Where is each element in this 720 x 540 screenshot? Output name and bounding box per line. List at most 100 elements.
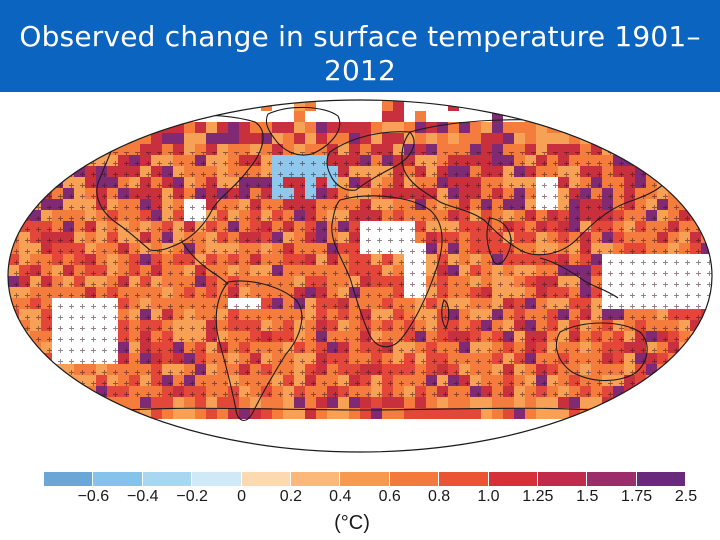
grid-cell [316, 133, 327, 144]
grid-cell [679, 386, 690, 397]
grid-cell [624, 397, 635, 408]
grid-cell [250, 144, 261, 155]
grid-cell [19, 342, 30, 353]
grid-cell [668, 155, 679, 166]
grid-cell [52, 133, 63, 144]
grid-cell [305, 408, 316, 419]
grid-cell [679, 408, 690, 419]
grid-cell [250, 408, 261, 419]
grid-cell [272, 133, 283, 144]
grid-cell [41, 166, 52, 177]
grid-cell [239, 122, 250, 133]
grid-cell [19, 111, 30, 122]
grid-cell [690, 155, 701, 166]
grid-cell [514, 144, 525, 155]
grid-cell [646, 155, 657, 166]
grid-cell [19, 100, 30, 111]
grid-cell [701, 133, 712, 144]
grid-cell [217, 397, 228, 408]
grid-cell [30, 166, 41, 177]
grid-cell [679, 166, 690, 177]
grid-cell [613, 144, 624, 155]
grid-cell [503, 144, 514, 155]
grid-cell [283, 408, 294, 419]
grid-cell [569, 144, 580, 155]
grid-cell [338, 133, 349, 144]
grid-cell [371, 133, 382, 144]
grid-cell [492, 397, 503, 408]
grid-cell [492, 144, 503, 155]
grid-cell [690, 397, 701, 408]
legend-color-swatch [241, 472, 291, 486]
grid-cell [371, 122, 382, 133]
grid-cell [657, 386, 668, 397]
grid-cell [591, 122, 602, 133]
grid-cell [624, 100, 635, 111]
grid-cell [679, 397, 690, 408]
grid-cell [525, 122, 536, 133]
grid-cell [613, 111, 624, 122]
grid-cell [217, 408, 228, 419]
grid-cell [492, 133, 503, 144]
grid-cell [558, 408, 569, 419]
grid-cell [8, 199, 19, 210]
grid-cell [635, 122, 646, 133]
grid-cell [206, 397, 217, 408]
grid-cell [701, 122, 712, 133]
grid-cell [63, 155, 74, 166]
grid-cell [52, 122, 63, 133]
grid-cell [690, 375, 701, 386]
grid-cell [514, 408, 525, 419]
grid-cell [118, 100, 129, 111]
grid-cell [591, 408, 602, 419]
grid-cell [19, 353, 30, 364]
grid-cell [239, 408, 250, 419]
grid-cell [668, 177, 679, 188]
grid-cell [96, 122, 107, 133]
grid-cell [19, 364, 30, 375]
grid-cell [701, 199, 712, 210]
grid-cell [30, 144, 41, 155]
grid-cell [272, 144, 283, 155]
coastlines [79, 106, 673, 421]
grid-cell [162, 408, 173, 419]
grid-cell [41, 122, 52, 133]
grid-cell [272, 122, 283, 133]
legend-unit: (°C) [334, 512, 370, 534]
grid-cell [206, 408, 217, 419]
significance-markers [8, 152, 712, 402]
grid-cell [184, 408, 195, 419]
grid-cell [415, 133, 426, 144]
grid-cell [283, 397, 294, 408]
grid-cell [74, 133, 85, 144]
grid-cell [415, 122, 426, 133]
grid-cell [107, 408, 118, 419]
grid-cell [547, 144, 558, 155]
grid-cell [96, 397, 107, 408]
grid-cell [85, 100, 96, 111]
grid-cell [217, 133, 228, 144]
grid-cell [52, 144, 63, 155]
central-america-outline [181, 241, 229, 285]
grid-cell [85, 122, 96, 133]
grid-cell [360, 397, 371, 408]
grid-cell [30, 133, 41, 144]
grid-cell [679, 133, 690, 144]
grid-cell [228, 122, 239, 133]
grid-cell [52, 386, 63, 397]
grid-cell [481, 144, 492, 155]
grid-cell [360, 408, 371, 419]
legend-tick-label: 1.5 [576, 488, 599, 505]
grid-cell [195, 408, 206, 419]
legend-color-swatch [587, 472, 637, 486]
grid-cell [701, 144, 712, 155]
grid-cell [690, 353, 701, 364]
grid-cell [690, 342, 701, 353]
legend-tick-label: 0.6 [378, 488, 401, 505]
grid-cell [558, 111, 569, 122]
grid-cell [239, 397, 250, 408]
grid-cell [316, 397, 327, 408]
grid-cell [349, 408, 360, 419]
grid-cell [635, 144, 646, 155]
grid-cell [569, 133, 580, 144]
